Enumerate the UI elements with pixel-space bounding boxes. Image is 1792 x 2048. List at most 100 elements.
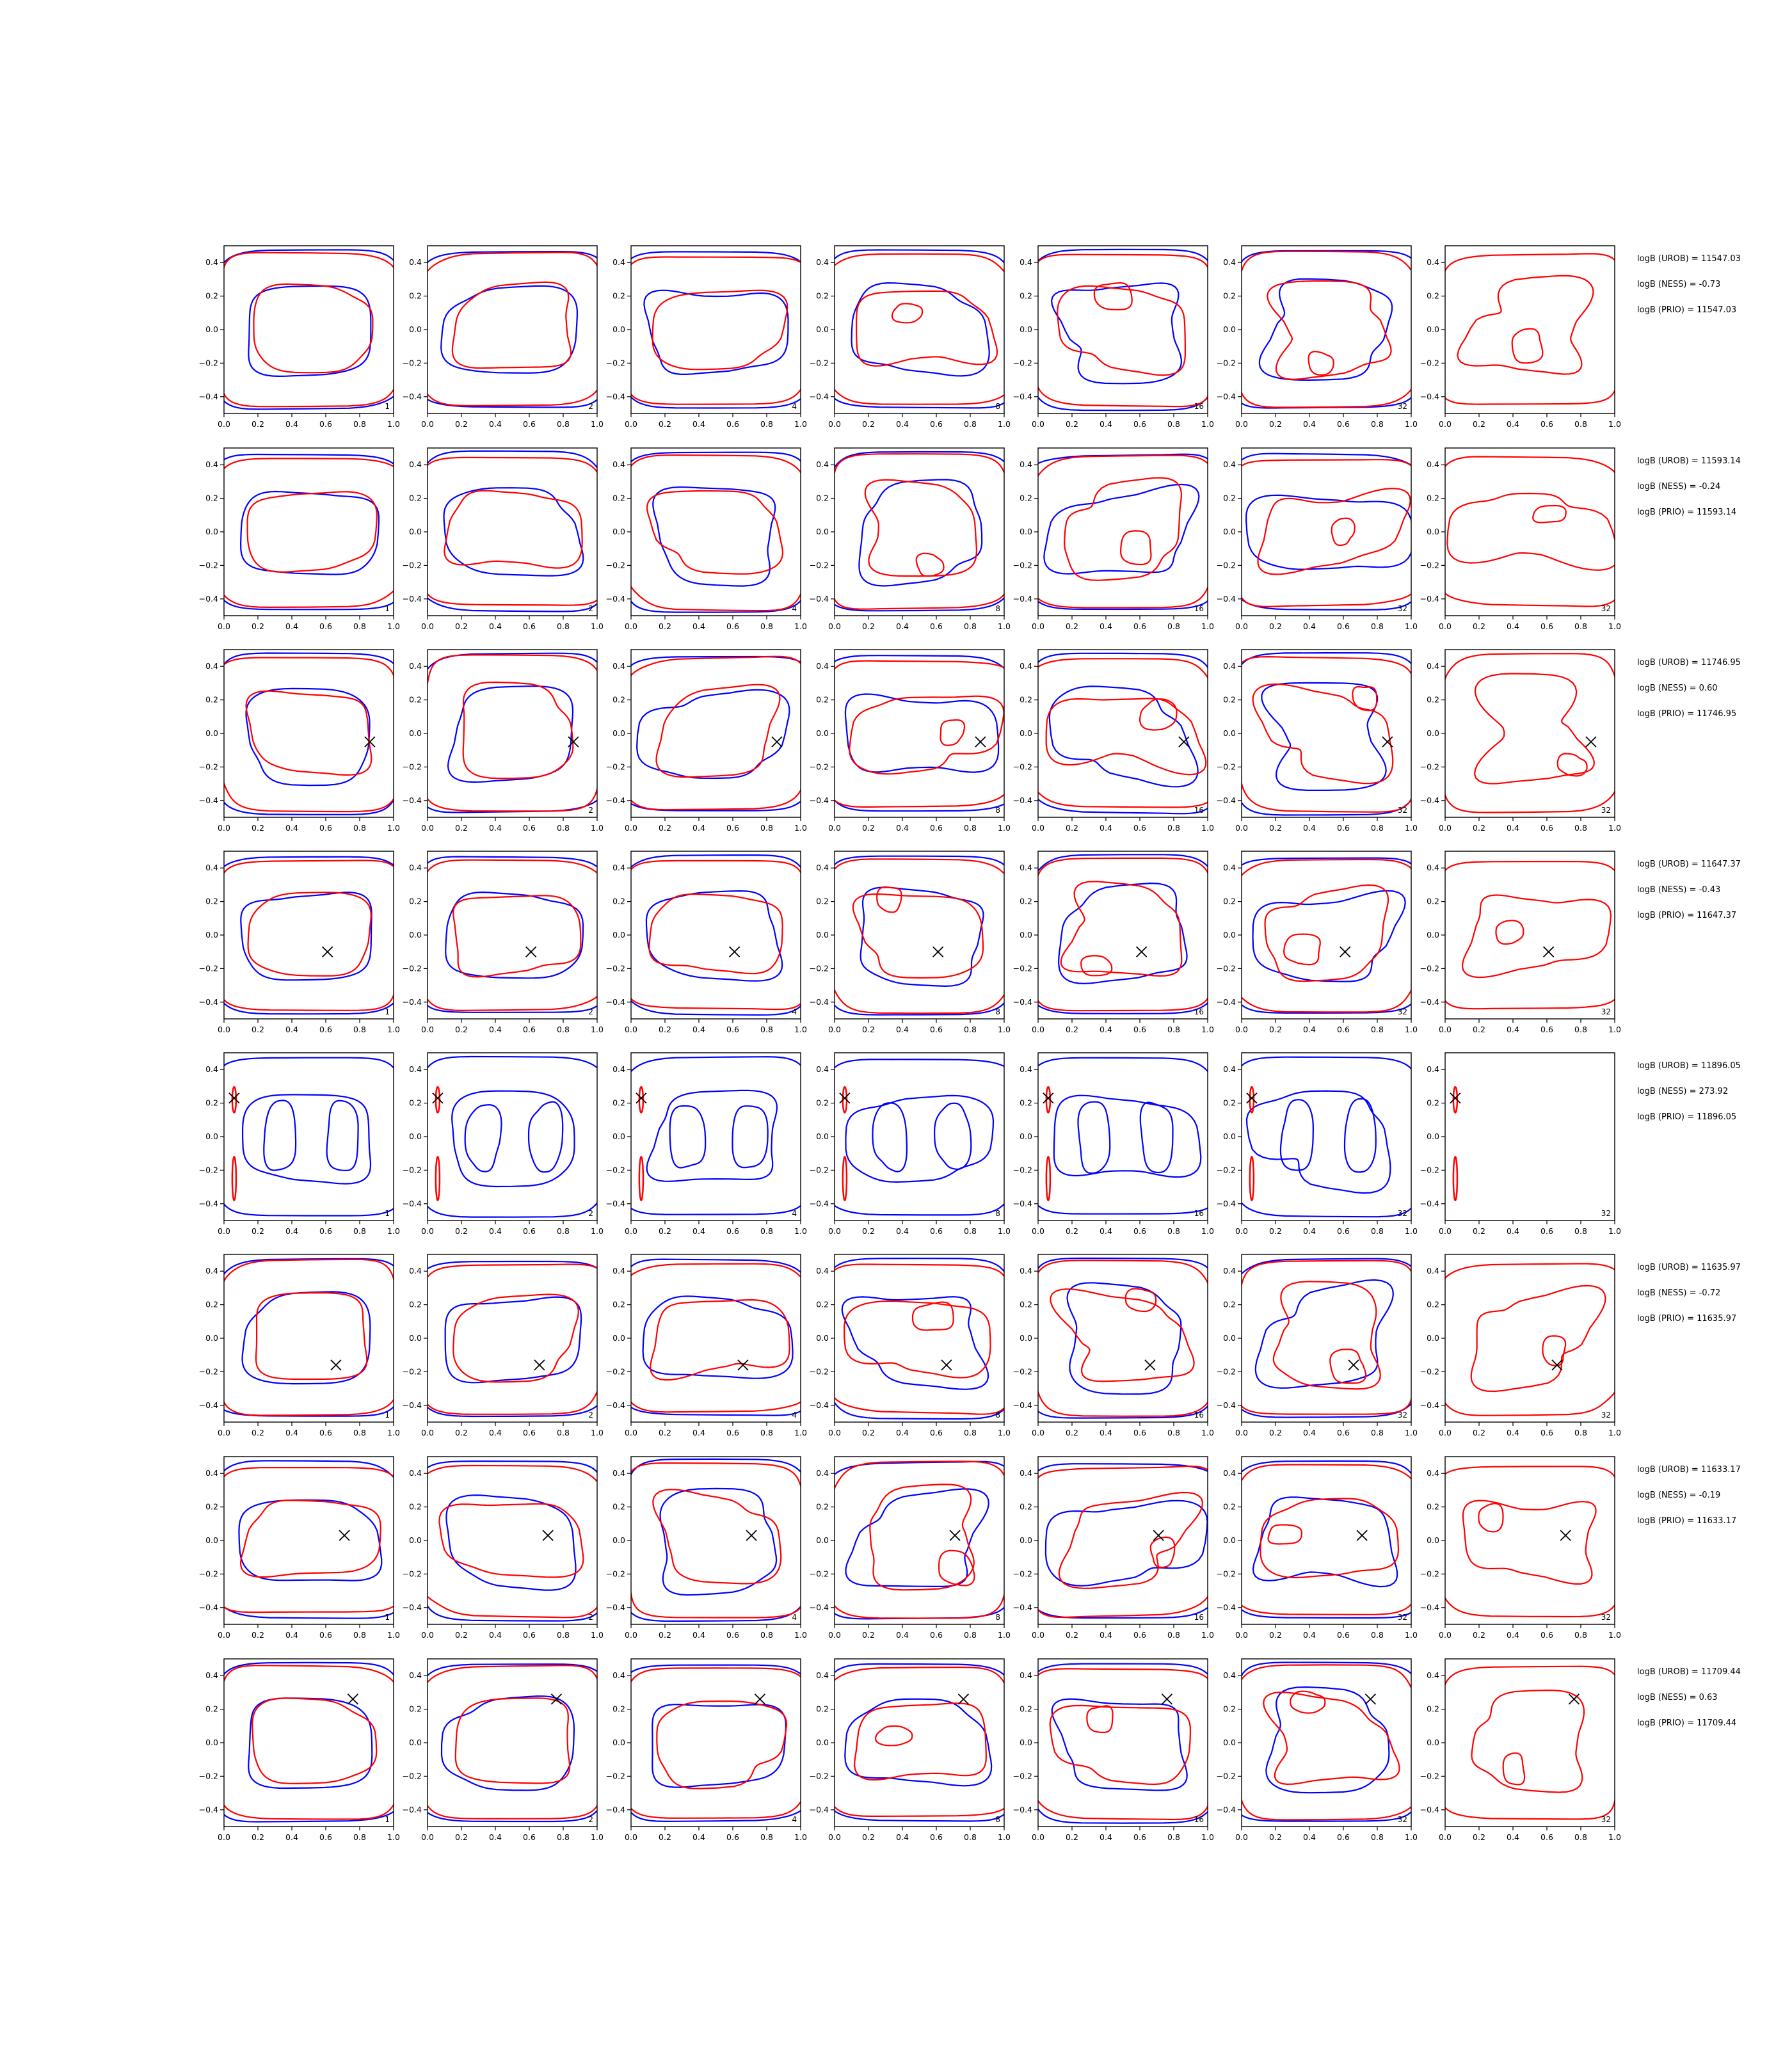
x-tick-label: 0.4 <box>285 823 298 833</box>
panel-r2-c3: 0.4 0.2 0.0 −0.2 −0.4 0.0 0.2 0.4 0.6 0.8 1.0 4 <box>606 447 807 631</box>
y-tick-label: −0.4 <box>810 1400 829 1410</box>
x-tick-label: 0.4 <box>692 1630 705 1640</box>
y-tick-label: 0.4 <box>1427 1064 1439 1074</box>
x-tick-label: 0.0 <box>1235 1832 1248 1842</box>
x-tick-label: 0.0 <box>1032 419 1044 429</box>
y-tick-label: 0.4 <box>612 460 625 469</box>
series-b-outer-contour <box>631 1667 801 1819</box>
series-b-inner-contour <box>1471 1689 1585 1793</box>
x-tick-label: 1.0 <box>591 1025 604 1034</box>
panel-r2-c6: 0.4 0.2 0.0 −0.2 −0.4 0.0 0.2 0.4 0.6 0.8 1.0 32 <box>1217 447 1418 631</box>
x-tick-label: 0.2 <box>659 1226 671 1236</box>
x-tick-label: 0.0 <box>1235 823 1248 833</box>
x-tick-label: 0.4 <box>692 1226 705 1236</box>
panel-r1-c4: 0.4 0.2 0.0 −0.2 −0.4 0.0 0.2 0.4 0.6 0.8 1.0 8 <box>810 245 1011 429</box>
x-tick-label: 0.2 <box>455 621 468 631</box>
y-tick-label: 0.2 <box>1427 1300 1439 1309</box>
x-tick-label: 0.4 <box>1303 1630 1316 1640</box>
contour-lines <box>631 251 801 409</box>
x-tick-label: 0.0 <box>218 1832 230 1842</box>
series-a-inner-contour <box>1043 483 1200 575</box>
x-tick-label: 0.2 <box>862 1025 875 1034</box>
x-tick-label: 0.2 <box>1066 823 1078 833</box>
x-tick-label: 0.8 <box>1574 419 1587 429</box>
series-b-inner-contour <box>646 490 784 575</box>
series-b-inner-contour <box>1060 881 1183 977</box>
true-value-marker <box>737 1359 749 1371</box>
x-tick-label: 0.0 <box>828 1025 841 1034</box>
series-a-inner-contour <box>844 1698 993 1787</box>
true-value-marker <box>550 1693 563 1705</box>
panel-r3-c1: 0.4 0.2 0.0 −0.2 −0.4 0.0 0.2 0.4 0.6 0.8 1.0 <box>199 649 400 833</box>
y-tick-label: 0.2 <box>612 1704 625 1714</box>
series-a-inner-contour <box>445 1494 577 1591</box>
true-value-marker <box>1161 1693 1173 1705</box>
y-tick-label: 0.2 <box>1223 1502 1236 1512</box>
y-tick-label: −0.2 <box>810 762 829 771</box>
x-tick-label: 0.6 <box>319 419 332 429</box>
series-b-inner-contour <box>1045 698 1207 776</box>
series-b-inner-contour <box>452 1293 579 1383</box>
series-a-outer-contour <box>1242 1460 1411 1619</box>
y-tick-label: 0.0 <box>612 527 625 536</box>
x-tick-label: 0.8 <box>1371 1025 1384 1034</box>
y-tick-label: −0.4 <box>606 1603 625 1612</box>
y-tick-label: −0.4 <box>403 1603 422 1612</box>
row-5-annotations: logB (UROB) = 11896.05 logB (NESS) = 273.… <box>1637 1061 1741 1122</box>
x-tick-label: 1.0 <box>794 1025 807 1034</box>
axes-frame <box>630 447 801 616</box>
x-tick-label: 1.0 <box>998 823 1011 833</box>
contour-lines <box>428 856 597 1013</box>
series-b-island-contour <box>938 1549 975 1587</box>
panel-r8-c5: 0.4 0.2 0.0 −0.2 −0.4 0.0 0.2 0.4 0.6 0.8 1.0 16 <box>1013 1658 1214 1842</box>
y-tick-label: 0.4 <box>1020 460 1032 469</box>
y-tick-label: 0.0 <box>409 1738 422 1747</box>
x-tick-label: 1.0 <box>1608 823 1621 833</box>
x-tick-label: 1.0 <box>387 1428 400 1437</box>
series-a-outer-contour <box>1242 857 1411 1014</box>
y-tick-label: −0.2 <box>1217 963 1236 973</box>
x-tick-label: 1.0 <box>998 419 1011 429</box>
x-tick-label: 1.0 <box>998 1025 1011 1034</box>
x-tick-label: 0.2 <box>252 419 264 429</box>
y-tick-label: 0.4 <box>409 863 422 872</box>
x-tick-label: 0.6 <box>1540 1630 1553 1640</box>
true-value-marker <box>1340 946 1351 957</box>
series-b-outer-contour <box>224 1665 394 1820</box>
y-tick-label: −0.4 <box>1217 997 1236 1007</box>
y-tick-label: −0.2 <box>810 358 829 367</box>
x-tick-label: 0.0 <box>218 1630 230 1640</box>
true-value-marker <box>1543 946 1555 957</box>
y-tick-label: −0.4 <box>1420 796 1439 805</box>
contour-lines <box>835 1460 1004 1620</box>
true-value-marker <box>330 1359 342 1371</box>
panel-r8-c1: 0.4 0.2 0.0 −0.2 −0.4 0.0 0.2 0.4 0.6 0.8 1.0 1 <box>199 1658 400 1842</box>
y-tick-label: 0.0 <box>612 1738 625 1747</box>
x-tick-label: 0.4 <box>1303 1832 1316 1842</box>
logb-annotation: logB (PRIO) = 11709.44 <box>1637 1718 1736 1728</box>
contour-lines <box>428 251 597 408</box>
x-tick-label: 0.8 <box>1167 1226 1180 1236</box>
x-tick-label: 1.0 <box>794 621 807 631</box>
y-tick-label: 0.4 <box>205 1468 218 1478</box>
y-tick-label: 0.0 <box>816 728 829 738</box>
x-tick-label: 0.4 <box>489 419 502 429</box>
y-tick-label: 0.0 <box>1223 527 1236 536</box>
x-tick-label: 0.2 <box>1269 1832 1282 1842</box>
logb-annotation: logB (PRIO) = 11593.14 <box>1637 508 1736 517</box>
true-value-marker <box>228 1092 240 1104</box>
series-b-island-contour <box>1352 685 1378 712</box>
x-tick-label: 0.4 <box>692 1428 705 1437</box>
contour-lines <box>835 1663 1004 1822</box>
series-b-island-contour <box>1149 1536 1176 1568</box>
series-a-outer-contour <box>835 655 1004 812</box>
panel-r5-c6: 0.4 0.2 0.0 −0.2 −0.4 0.0 0.2 0.4 0.6 0.8 1.0 32 <box>1217 1052 1418 1236</box>
x-tick-label: 0.6 <box>319 1428 332 1437</box>
y-tick-label: 0.4 <box>1223 863 1236 872</box>
axes-frame <box>1444 1658 1615 1827</box>
series-b-island-contour <box>1532 504 1567 524</box>
series-a-inner-contour <box>652 1704 787 1788</box>
contour-lines <box>631 1056 801 1215</box>
x-tick-label: 0.0 <box>1032 1025 1044 1034</box>
contour-lines <box>1242 857 1411 1014</box>
